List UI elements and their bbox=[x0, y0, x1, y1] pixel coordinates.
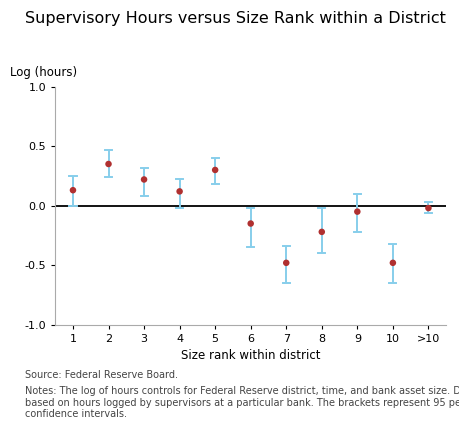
Point bbox=[318, 229, 325, 236]
Point bbox=[140, 176, 147, 183]
Point bbox=[424, 204, 431, 211]
Text: Supervisory Hours versus Size Rank within a District: Supervisory Hours versus Size Rank withi… bbox=[25, 11, 445, 26]
Point bbox=[282, 259, 289, 266]
Point bbox=[175, 188, 183, 195]
Point bbox=[353, 208, 360, 215]
Text: Source: Federal Reserve Board.: Source: Federal Reserve Board. bbox=[25, 370, 178, 380]
Point bbox=[69, 187, 77, 194]
Point bbox=[388, 259, 396, 266]
Point bbox=[105, 161, 112, 168]
Text: Notes: The log of hours controls for Federal Reserve district, time, and bank as: Notes: The log of hours controls for Fed… bbox=[25, 386, 459, 420]
X-axis label: Size rank within district: Size rank within district bbox=[180, 349, 320, 362]
Text: Log (hours): Log (hours) bbox=[10, 66, 77, 80]
Point bbox=[211, 166, 218, 173]
Point bbox=[246, 220, 254, 227]
